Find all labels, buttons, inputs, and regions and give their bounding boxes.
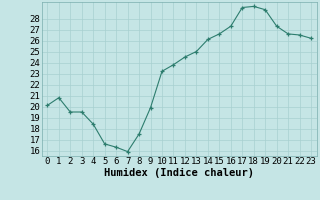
- X-axis label: Humidex (Indice chaleur): Humidex (Indice chaleur): [104, 168, 254, 178]
